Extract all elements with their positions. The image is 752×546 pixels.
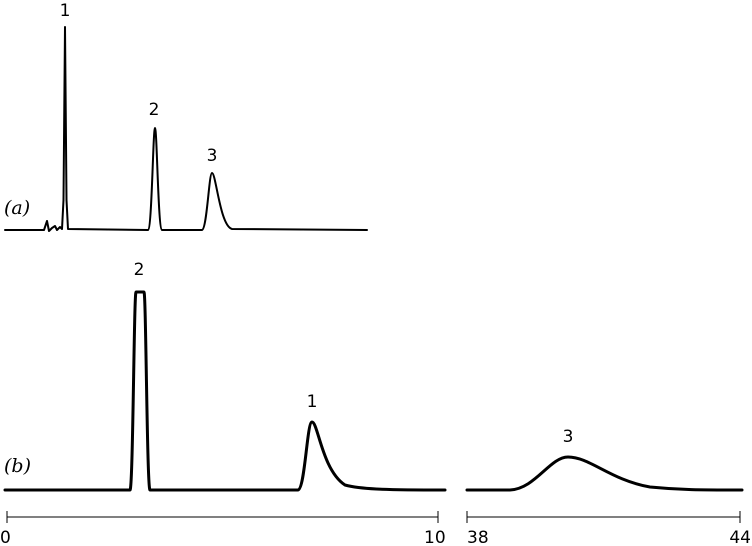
peak-label: 3: [207, 146, 218, 166]
tick-label: 44: [729, 528, 751, 546]
tick-label: 38: [467, 528, 489, 546]
trace-b: [3, 290, 447, 492]
peak-label: 1: [307, 392, 318, 412]
trace-label: (b): [4, 455, 31, 477]
peak-label: 1: [60, 1, 71, 21]
peak-label: 2: [134, 260, 145, 280]
peak-label: 3: [563, 427, 574, 447]
tick-label: 0: [0, 528, 11, 546]
trace-a: [4, 26, 368, 232]
trace-b-late: [465, 455, 744, 492]
tick-label: 10: [424, 528, 446, 546]
peak-label: 2: [149, 100, 160, 120]
trace-label: (a): [4, 197, 30, 219]
